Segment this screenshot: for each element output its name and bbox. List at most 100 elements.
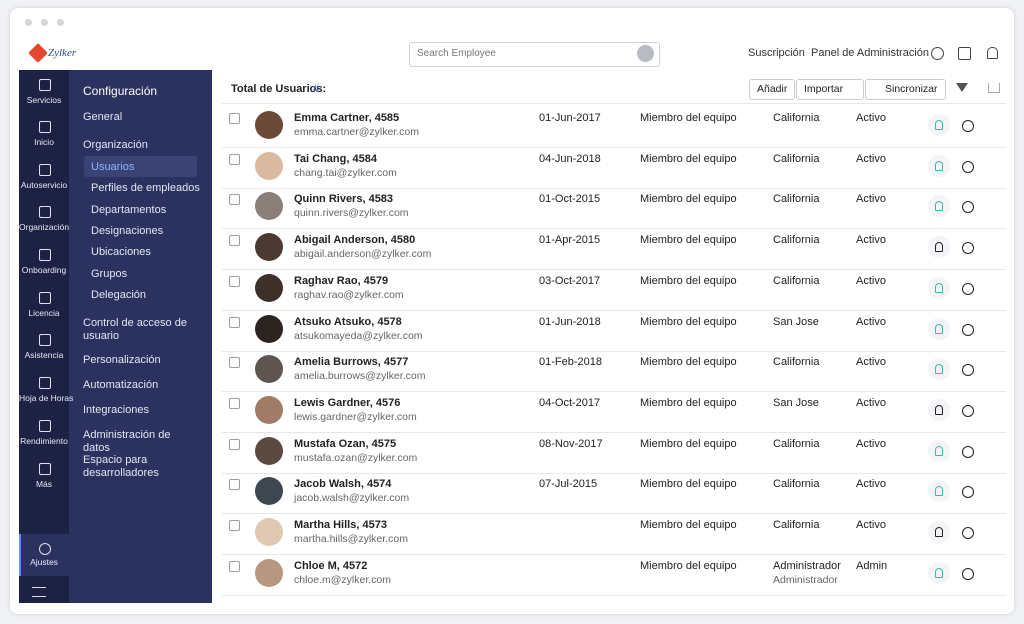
user-name[interactable]: Raghav Rao, 4579	[294, 274, 389, 287]
submenu-item[interactable]: Espacio para desarrolladores	[83, 454, 159, 479]
submenu-child[interactable]: Grupos	[91, 268, 128, 280]
submenu-child[interactable]: Delegación	[91, 289, 147, 301]
user-icon[interactable]	[928, 154, 950, 177]
access-icon[interactable]	[962, 201, 974, 214]
nav-label[interactable]: Ajustes	[30, 557, 58, 567]
export-icon[interactable]	[988, 83, 1000, 93]
access-icon[interactable]	[962, 364, 974, 377]
row-checkbox[interactable]	[229, 235, 240, 247]
nav-icon[interactable]	[39, 79, 51, 91]
access-icon[interactable]	[962, 120, 974, 132]
user-name[interactable]: Abigail Anderson, 4580	[294, 234, 416, 247]
nav-label[interactable]: Organización	[19, 222, 70, 232]
nav-icon[interactable]	[39, 463, 51, 475]
row-checkbox[interactable]	[229, 316, 240, 328]
user-icon[interactable]	[928, 236, 950, 259]
user-name[interactable]: Jacob Walsh, 4574	[294, 478, 392, 491]
user-icon[interactable]	[928, 358, 950, 381]
user-name[interactable]: Amelia Burrows, 4577	[294, 356, 409, 369]
nav-icon[interactable]	[39, 164, 51, 176]
avatar	[255, 395, 283, 424]
user-name[interactable]: Lewis Gardner, 4576	[294, 396, 401, 409]
nav-icon[interactable]	[39, 543, 51, 555]
nav-label[interactable]: Más	[35, 479, 53, 489]
submenu-item[interactable]: Automatización	[83, 379, 159, 391]
user-icon[interactable]	[928, 114, 950, 136]
row-checkbox[interactable]	[229, 397, 240, 409]
submenu-item[interactable]: Integraciones	[83, 404, 150, 416]
user-name[interactable]: Emma Cartner, 4585	[294, 112, 400, 124]
header-link[interactable]: Panel de Administración	[811, 47, 930, 59]
bell-icon[interactable]	[987, 47, 998, 59]
user-name[interactable]: Tai Chang, 4584	[294, 152, 377, 165]
user-name[interactable]: Chloe M, 4572	[294, 559, 368, 572]
user-icon[interactable]	[928, 439, 950, 462]
nav-icon[interactable]	[39, 121, 51, 133]
nav-label[interactable]: Asistencia	[24, 350, 64, 360]
user-icon[interactable]	[928, 561, 950, 584]
submenu-item[interactable]: Administración de datos	[83, 429, 171, 454]
access-icon[interactable]	[962, 242, 974, 255]
search-box[interactable]	[409, 42, 660, 67]
row-checkbox[interactable]	[229, 560, 240, 572]
search-button[interactable]	[637, 45, 654, 62]
nav-label[interactable]: Inicio	[34, 137, 54, 147]
sync-button[interactable]: Sincronizar	[865, 79, 946, 100]
user-name[interactable]: Mustafa Ozan, 4575	[294, 437, 397, 450]
nav-label[interactable]: Servicios	[26, 95, 62, 105]
logo[interactable]: Zylker	[48, 47, 77, 59]
nav-icon[interactable]	[39, 334, 51, 346]
row-checkbox[interactable]	[229, 153, 240, 165]
user-name[interactable]: Atsuko Atsuko, 4578	[294, 315, 402, 328]
submenu-child[interactable]: Ubicaciones	[91, 246, 151, 258]
add-icon[interactable]	[931, 47, 944, 60]
user-icon[interactable]	[928, 480, 950, 503]
nav-label[interactable]: Onboarding	[21, 265, 67, 275]
user-name[interactable]: Martha Hills, 4573	[294, 519, 387, 531]
access-icon[interactable]	[962, 527, 974, 539]
access-icon[interactable]	[962, 404, 974, 417]
access-icon[interactable]	[962, 486, 974, 499]
user-icon[interactable]	[928, 276, 950, 299]
access-icon[interactable]	[962, 567, 974, 580]
row-checkbox[interactable]	[229, 520, 240, 531]
filter-icon[interactable]	[956, 83, 968, 92]
submenu-item[interactable]: Organización	[83, 139, 148, 151]
nav-icon[interactable]	[39, 292, 51, 304]
submenu-child[interactable]: Usuarios	[91, 161, 135, 173]
user-icon[interactable]	[928, 195, 950, 218]
user-icon[interactable]	[928, 398, 950, 421]
row-checkbox[interactable]	[229, 113, 240, 124]
access-icon[interactable]	[962, 323, 974, 336]
user-name[interactable]: Quinn Rivers, 4583	[294, 193, 394, 206]
menu-toggle[interactable]	[32, 587, 46, 597]
row-checkbox[interactable]	[229, 357, 240, 369]
submenu-child[interactable]: Departamentos	[91, 204, 167, 216]
row-checkbox[interactable]	[229, 438, 240, 450]
submenu-child[interactable]: Perfiles de empleados	[91, 182, 200, 194]
nav-label[interactable]: Autoservicio	[20, 180, 68, 190]
user-icon[interactable]	[928, 317, 950, 340]
access-icon[interactable]	[962, 445, 974, 458]
nav-icon[interactable]	[39, 249, 51, 261]
submenu-item[interactable]: Personalización	[83, 354, 161, 366]
row-checkbox[interactable]	[229, 479, 240, 491]
submenu-item[interactable]: General	[83, 111, 123, 123]
nav-icon[interactable]	[39, 420, 51, 432]
help-icon[interactable]	[958, 47, 971, 60]
import-button[interactable]: Importar	[796, 79, 865, 100]
user-icon[interactable]	[928, 521, 950, 543]
header-link[interactable]: Suscripción	[748, 47, 805, 59]
nav-icon[interactable]	[39, 206, 51, 218]
row-checkbox[interactable]	[229, 275, 240, 287]
submenu-item[interactable]: Control de acceso de usuario	[83, 317, 187, 342]
nav-label[interactable]: Rendimiento	[20, 436, 68, 446]
access-icon[interactable]	[962, 282, 974, 295]
row-checkbox[interactable]	[229, 194, 240, 206]
submenu-child[interactable]: Designaciones	[91, 225, 164, 237]
access-icon[interactable]	[962, 160, 974, 173]
nav-icon[interactable]	[39, 377, 51, 389]
add-button[interactable]: Añadir	[749, 79, 796, 100]
nav-label[interactable]: Hoja de Horas	[19, 393, 74, 403]
nav-label[interactable]: Licencia	[28, 308, 60, 318]
